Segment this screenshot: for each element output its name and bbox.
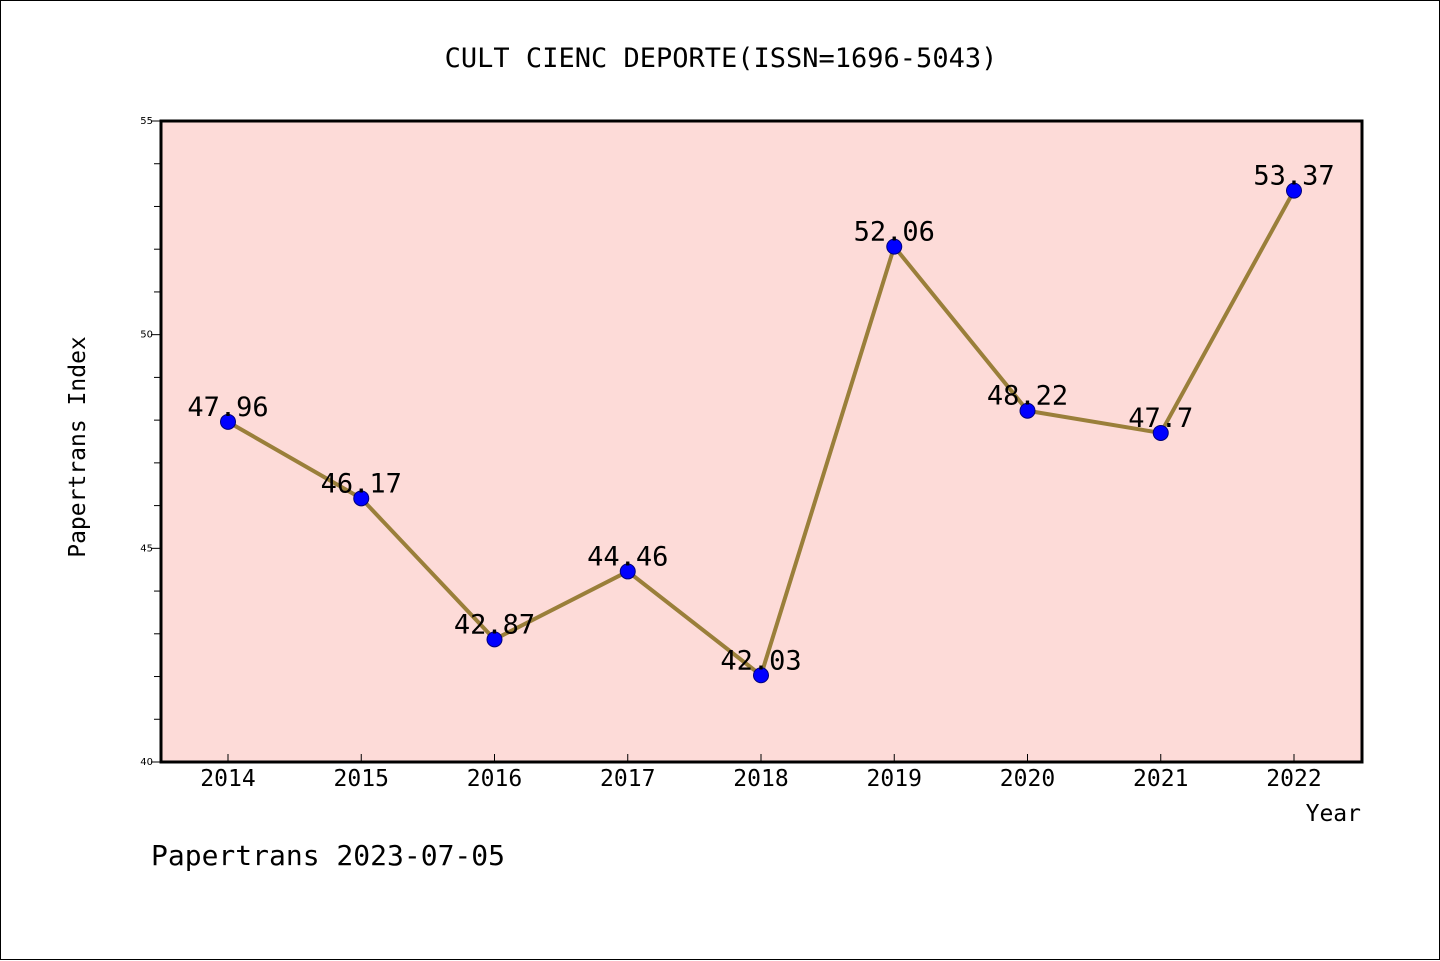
data-markers [220, 182, 1302, 684]
data-label: 47.7 [1128, 403, 1193, 434]
data-label: 42.87 [454, 609, 535, 640]
x-tick-label: 2022 [1266, 766, 1321, 792]
data-point [619, 563, 636, 580]
y-tick-label: 40 [140, 757, 153, 768]
data-point [753, 667, 769, 684]
y-axis-label: Papertrans Index [65, 336, 91, 558]
data-label: 42.03 [720, 645, 801, 676]
data-point [486, 631, 503, 648]
plot-border [159, 119, 1364, 764]
data-label: 47.96 [187, 392, 268, 423]
data-point [1286, 182, 1302, 199]
data-labels: 47.96 46.17 42.87 44.46 42.03 52.06 48.22 47.7 5… [187, 161, 1334, 677]
x-tick-label: 2015 [334, 766, 389, 792]
x-tick-label: 2018 [733, 766, 788, 792]
x-axis-label: Year [1306, 801, 1361, 827]
data-label: 52.06 [854, 217, 935, 248]
data-point [1019, 402, 1036, 419]
data-label: 53.37 [1253, 161, 1334, 192]
data-point [220, 413, 236, 430]
x-tick-label: 2020 [1000, 766, 1055, 792]
footer-text: Papertrans 2023-07-05 [151, 839, 505, 872]
data-point [353, 490, 370, 507]
data-point [1152, 424, 1169, 441]
data-label: 44.46 [587, 541, 668, 572]
plot-area [161, 121, 1362, 762]
x-tick-label: 2014 [200, 766, 255, 792]
x-tick-label: 2019 [867, 766, 922, 792]
data-point [886, 238, 903, 255]
x-tick-label: 2017 [600, 766, 655, 792]
x-tick-label: 2016 [467, 766, 522, 792]
chart-title: CULT CIENC DEPORTE(ISSN=1696-5043) [445, 43, 998, 74]
x-tick-label: 2021 [1133, 766, 1188, 792]
x-axis: 2014 2015 2016 2017 2018 2019 2020 2021 2022 [200, 754, 1322, 792]
y-tick-label: 45 [140, 543, 153, 554]
data-label: 46.17 [321, 468, 402, 499]
y-axis: 40 45 50 55 [140, 116, 161, 768]
y-tick-label: 50 [140, 330, 153, 341]
data-label: 48.22 [987, 381, 1068, 412]
y-tick-label: 55 [140, 116, 153, 127]
